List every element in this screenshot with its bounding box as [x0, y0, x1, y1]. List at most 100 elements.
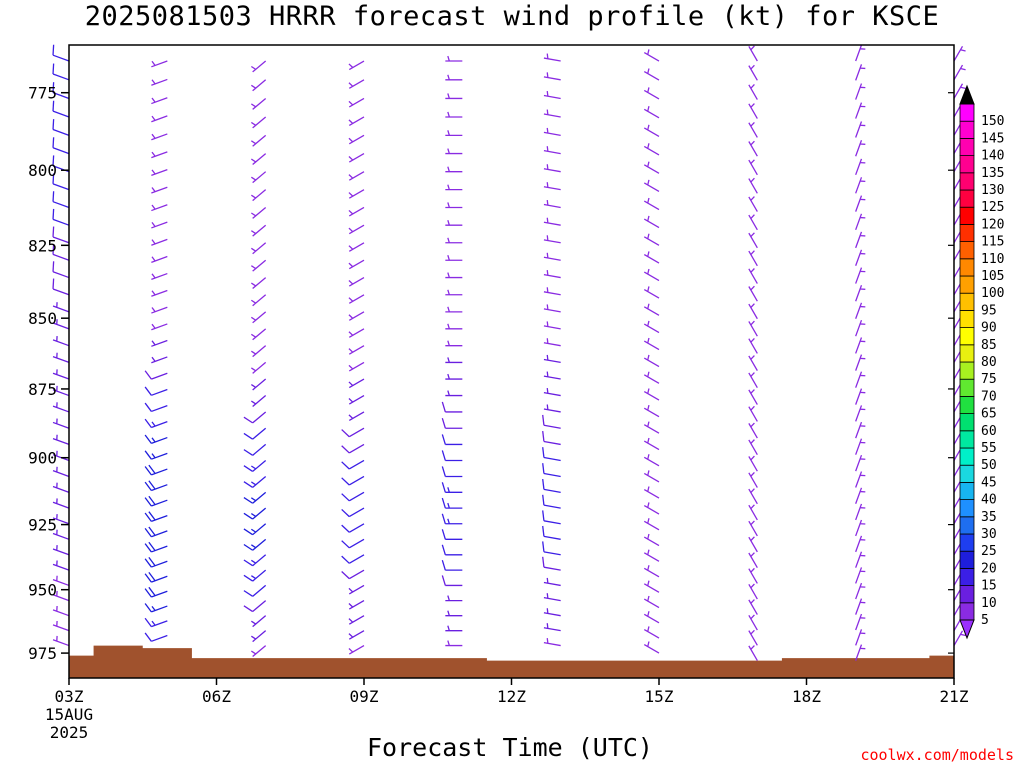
barb-full-flag: [144, 450, 152, 460]
wind-barb: [250, 79, 267, 92]
barb-shaft: [748, 584, 758, 600]
barb-shaft: [643, 583, 660, 593]
wind-barb: [543, 164, 561, 173]
wind-barb: [52, 335, 70, 347]
credit-link[interactable]: coolwx.com/models: [860, 746, 1014, 764]
barb-shaft: [348, 630, 365, 640]
wind-barb: [151, 151, 168, 159]
barb-shaft: [252, 584, 267, 597]
wind-barb: [855, 535, 866, 553]
barb-shaft: [52, 73, 70, 81]
y-tick-label: 975: [28, 644, 57, 663]
wind-barb: [52, 100, 70, 118]
barb-half-flag: [250, 383, 257, 388]
barb-half-flag: [447, 166, 450, 172]
wind-barb: [855, 354, 866, 371]
wind-barb: [348, 328, 365, 338]
barb-shaft: [643, 51, 660, 62]
colorbar-segment: [959, 413, 975, 432]
barb-half-flag: [750, 645, 755, 650]
wind-barb: [643, 641, 660, 654]
barb-half-flag: [250, 299, 257, 304]
barb-half-flag: [546, 388, 549, 394]
wind-barb: [543, 338, 561, 347]
barb-column-7: [748, 45, 758, 661]
wind-barb: [243, 554, 267, 567]
barb-shaft: [543, 641, 561, 647]
barb-shaft: [348, 491, 365, 502]
barb-half-flag: [250, 650, 257, 655]
wind-barb: [144, 480, 168, 492]
barb-shaft: [348, 242, 365, 252]
wind-barb: [441, 401, 463, 413]
colorbar-segment: [959, 361, 975, 380]
wind-barb: [748, 389, 758, 405]
barb-half-flag: [447, 55, 450, 62]
barb-half-flag: [250, 103, 257, 108]
x-tick-label: 06Z: [202, 687, 231, 706]
barb-full-flag: [148, 586, 156, 597]
barb-shaft: [151, 468, 168, 476]
wind-barb: [542, 541, 561, 556]
wind-barb: [748, 567, 758, 584]
barb-half-flag: [151, 256, 156, 262]
wind-barb: [855, 438, 866, 455]
barb-full-flag: [441, 575, 446, 586]
wind-barb: [643, 470, 660, 483]
wind-barb: [748, 196, 758, 212]
barb-shaft: [643, 598, 660, 609]
colorbar-segment: [959, 275, 975, 294]
wind-barb: [643, 549, 660, 562]
wind-barb: [542, 556, 561, 571]
barb-half-flag: [546, 164, 549, 170]
wind-barb: [643, 233, 660, 246]
colorbar-label: 60: [981, 424, 997, 439]
barb-shaft: [151, 605, 168, 613]
wind-barb: [748, 455, 758, 472]
barb-full-flag: [341, 555, 350, 564]
colorbar-segment: [959, 292, 975, 311]
barb-half-flag: [750, 320, 755, 326]
wind-barb: [748, 84, 758, 100]
barb-shaft: [151, 634, 168, 642]
barb-shaft: [52, 92, 70, 100]
wind-barb: [151, 78, 168, 86]
barb-half-flag: [447, 323, 450, 330]
wind-barb: [445, 625, 463, 632]
wind-barb: [341, 491, 365, 502]
x-tick-label: 2025: [50, 723, 89, 742]
barb-half-flag: [647, 580, 650, 586]
wind-barb: [151, 356, 168, 364]
barb-shaft: [643, 520, 660, 531]
barb-full-flag: [341, 508, 350, 518]
wind-barb: [348, 134, 365, 145]
wind-barb: [151, 204, 168, 212]
barb-half-flag: [750, 64, 755, 70]
barb-half-flag: [750, 488, 755, 493]
barb-shaft: [252, 171, 267, 184]
wind-barb: [543, 623, 561, 632]
wind-barb: [341, 427, 365, 438]
wind-barb: [348, 277, 365, 287]
wind-barb: [250, 242, 267, 255]
colorbar-segment: [959, 137, 975, 156]
barb-half-flag: [647, 337, 650, 344]
barb-half-flag: [151, 605, 156, 611]
colorbar-label: 50: [981, 458, 997, 473]
barb-shaft: [748, 599, 758, 615]
barb-shaft: [748, 122, 758, 138]
barb-shaft: [748, 214, 758, 231]
wind-barb: [441, 497, 463, 509]
barb-shaft: [543, 186, 561, 191]
colorbar-segment: [959, 189, 975, 208]
barb-shaft: [151, 339, 168, 347]
barb-half-flag: [151, 239, 156, 245]
barb-full-flag: [542, 463, 545, 474]
wind-barb: [441, 482, 463, 493]
wind-barb: [953, 630, 966, 646]
wind-barb: [52, 82, 70, 100]
barb-half-flag: [151, 323, 156, 329]
wind-barb: [144, 464, 168, 476]
wind-barb: [748, 303, 758, 320]
barb-shaft: [151, 514, 168, 523]
